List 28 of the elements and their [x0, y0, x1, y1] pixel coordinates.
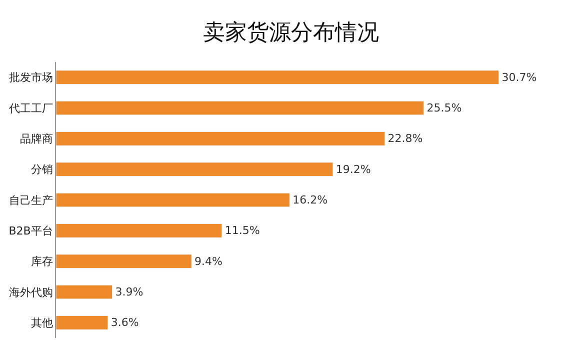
y-tick-label: 库存 — [30, 255, 53, 268]
chart-title: 卖家货源分布情况 — [203, 20, 379, 46]
bar — [56, 132, 386, 146]
bar — [56, 162, 334, 176]
bar — [56, 192, 290, 208]
bar — [56, 254, 192, 268]
data-label: 16.2% — [292, 194, 328, 206]
data-label: 11.5% — [224, 224, 260, 238]
y-tick-label: 海外代购 — [8, 286, 53, 299]
y-tick-label: 分销 — [30, 163, 53, 176]
y-tick-label: B2B平台 — [8, 224, 53, 238]
y-tick-label: 自己生产 — [8, 194, 53, 207]
y-tick-label: 代工工厂 — [8, 102, 53, 115]
y-tick-label: 其他 — [30, 316, 53, 330]
data-label: 3.9% — [115, 286, 144, 298]
bar — [56, 70, 499, 84]
y-tick-label: 品牌商 — [20, 132, 53, 146]
bar — [56, 224, 222, 238]
data-label: 25.5% — [426, 102, 462, 114]
data-label: 30.7% — [502, 70, 537, 84]
y-tick-label: 批发市场 — [8, 71, 53, 84]
bar — [56, 284, 112, 300]
data-label: 3.6% — [110, 316, 139, 330]
bar — [56, 316, 108, 330]
data-label: 19.2% — [336, 162, 371, 176]
bar — [56, 100, 424, 116]
data-label: 9.4% — [194, 254, 223, 268]
data-label: 22.8% — [388, 132, 423, 146]
